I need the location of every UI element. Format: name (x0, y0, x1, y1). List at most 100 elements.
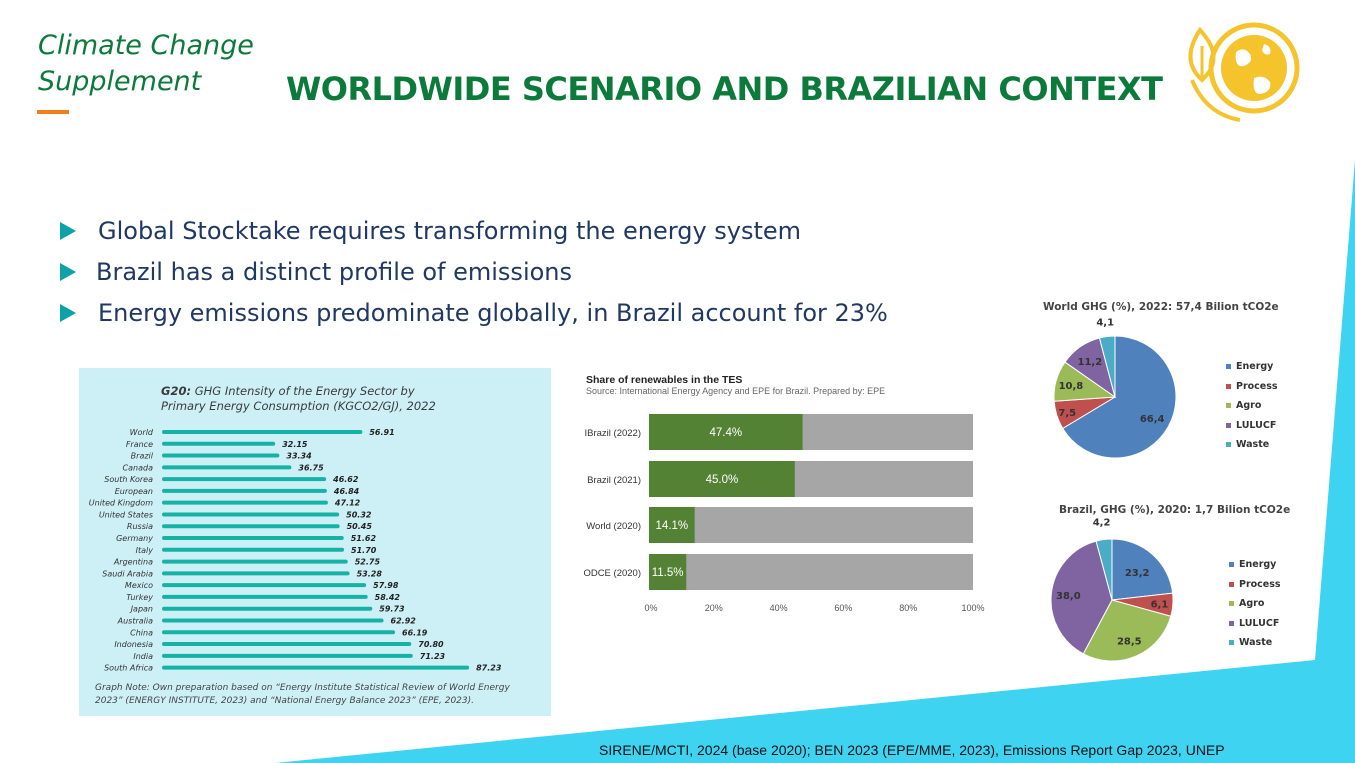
g20-bar (162, 653, 413, 658)
brazil-pie-title: Brazil, GHG (%), 2020: 1,7 Bilion tCO2e (1059, 504, 1291, 516)
g20-bar (162, 430, 363, 434)
legend-item: Process (1226, 377, 1278, 397)
g20-value-label: 32.15 (282, 440, 308, 449)
g20-category-label: Italy (136, 546, 154, 555)
legend-item: Waste (1229, 633, 1281, 653)
renewables-bar-share (649, 461, 795, 497)
pie-slice (1050, 540, 1113, 655)
pie-value-label: 66,4 (1140, 414, 1165, 425)
legend-swatch (1229, 601, 1234, 607)
g20-category-label: South Africa (104, 664, 153, 673)
g20-category-label: Indonesia (114, 640, 153, 649)
legend-item: Process (1229, 575, 1281, 595)
pie-value-label: 10,8 (1059, 381, 1084, 392)
g20-value-label: 52.75 (355, 558, 381, 567)
legend-item: Energy (1229, 555, 1281, 575)
triangle-bullet-icon (60, 303, 76, 322)
g20-value-label: 50.32 (346, 510, 372, 519)
pie-slice (1111, 538, 1174, 601)
g20-bar (162, 488, 327, 493)
g20-category-label: Germany (116, 534, 153, 543)
g20-bar (162, 618, 384, 623)
world-pie-title: World GHG (%), 2022: 57,4 Bilion tCO2e (1043, 301, 1279, 313)
legend-label: LULUCF (1236, 419, 1277, 431)
legend-swatch (1226, 422, 1231, 428)
g20-title-text: GHG Intensity of the Energy Sector by Pr… (161, 384, 436, 413)
g20-bar (162, 477, 327, 482)
g20-value-label: 87.23 (476, 664, 502, 673)
pie-value-label: 6,1 (1151, 600, 1169, 611)
renewables-bar-remainder (649, 507, 973, 543)
legend-swatch (1226, 442, 1231, 448)
g20-category-label: Saudi Arabia (102, 569, 153, 578)
renewables-value-label: 47.4% (709, 427, 742, 439)
pie-value-label: 7,5 (1058, 408, 1076, 419)
renewables-tick-label: 60% (834, 603, 852, 613)
g20-category-label: World (130, 428, 154, 437)
renewables-value-label: 11.5% (652, 567, 684, 579)
legend-label: Waste (1239, 637, 1273, 649)
legend-swatch (1226, 383, 1231, 389)
legend-label: Waste (1236, 439, 1270, 451)
globe-leaf-icon (1188, 22, 1300, 122)
pie-value-label: 23,2 (1125, 568, 1150, 579)
g20-value-label: 59.73 (379, 605, 405, 614)
renewables-value-label: 14.1% (656, 520, 689, 532)
g20-note: Graph Note: Own preparation based on “En… (95, 683, 510, 706)
legend-label: Process (1236, 380, 1278, 392)
g20-bar (162, 642, 412, 647)
renewables-bar-share (649, 554, 687, 590)
g20-category-label: Australia (117, 616, 153, 625)
world-pie-legend: Energy Process Agro LULUCF Waste (1226, 357, 1278, 455)
legend-swatch (1226, 403, 1231, 409)
renewables-value-label: 45.0% (706, 474, 739, 486)
g20-category-label: Argentina (113, 558, 153, 567)
renewables-tick-label: 100% (961, 603, 984, 613)
g20-bar (162, 547, 345, 552)
legend-label: Energy (1239, 559, 1277, 571)
renewables-category-label: Brazil (2021) (587, 475, 641, 486)
g20-bar (162, 571, 350, 576)
g20-title-prefix: G20: (161, 384, 192, 398)
legend-item: Agro (1226, 396, 1278, 416)
bullet-list: Global Stocktake requires transforming t… (60, 210, 888, 333)
bullet-item: Brazil has a distinct profile of emissio… (60, 251, 888, 292)
g20-value-label: 70.80 (418, 640, 444, 649)
bullet-item: Energy emissions predominate globally, i… (60, 292, 888, 333)
g20-value-label: 66.19 (402, 628, 428, 637)
bullet-text: Global Stocktake requires transforming t… (98, 216, 802, 245)
renewables-source: Source: International Energy Agency and … (586, 386, 886, 396)
renewables-tick-label: 20% (705, 603, 723, 613)
g20-category-label: India (133, 652, 153, 661)
bullet-item: Global Stocktake requires transforming t… (60, 210, 888, 251)
pie-value-label: 38,0 (1056, 591, 1081, 602)
g20-bar (162, 453, 280, 458)
legend-swatch (1229, 581, 1234, 587)
g20-value-label: 50.45 (347, 522, 373, 531)
g20-chart-title: G20: GHG Intensity of the Energy Sector … (161, 384, 461, 414)
g20-bar (162, 441, 276, 446)
g20-value-label: 47.12 (334, 499, 361, 508)
supplement-label: Climate Change Supplement (38, 28, 254, 100)
g20-intensity-chart: G20: GHG Intensity of the Energy Sector … (79, 368, 551, 716)
g20-value-label: 56.91 (369, 428, 394, 437)
legend-item: Agro (1229, 594, 1281, 614)
g20-bar (162, 512, 340, 517)
renewables-tick-label: 0% (644, 603, 657, 613)
g20-value-label: 51.62 (351, 534, 377, 543)
g20-category-label: China (130, 628, 153, 637)
g20-category-label: Brazil (131, 452, 154, 461)
g20-bar (162, 500, 328, 505)
g20-bar (162, 559, 348, 564)
legend-swatch (1226, 364, 1231, 370)
renewables-category-label: World (2020) (586, 521, 641, 532)
pie-value-label: 28,5 (1117, 636, 1142, 647)
g20-bar (162, 536, 344, 541)
g20-category-label: United Kingdom (89, 499, 153, 508)
legend-label: Process (1239, 578, 1281, 590)
g20-value-label: 46.62 (332, 475, 359, 484)
triangle-bullet-icon (60, 221, 76, 240)
renewables-tick-label: 40% (770, 603, 788, 613)
g20-value-label: 36.75 (298, 463, 324, 472)
